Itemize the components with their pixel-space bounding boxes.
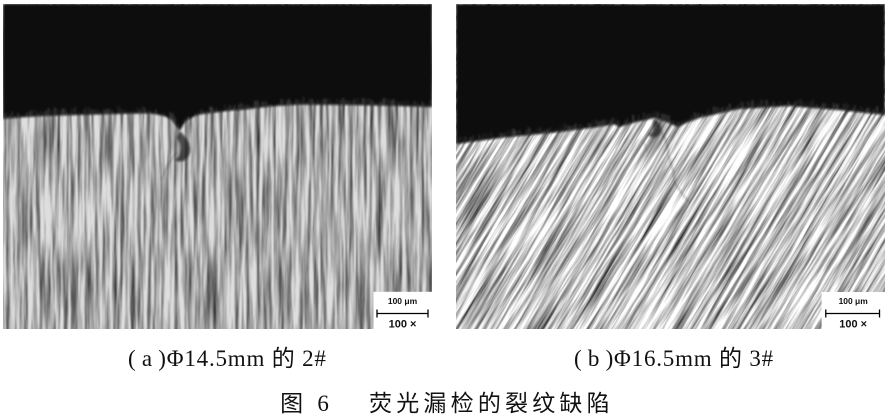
svg-text:100 μm: 100 μm bbox=[388, 296, 418, 306]
svg-text:100 ×: 100 × bbox=[389, 319, 417, 330]
svg-text:100 μm: 100 μm bbox=[839, 296, 868, 306]
svg-text:100 ×: 100 × bbox=[839, 318, 867, 329]
